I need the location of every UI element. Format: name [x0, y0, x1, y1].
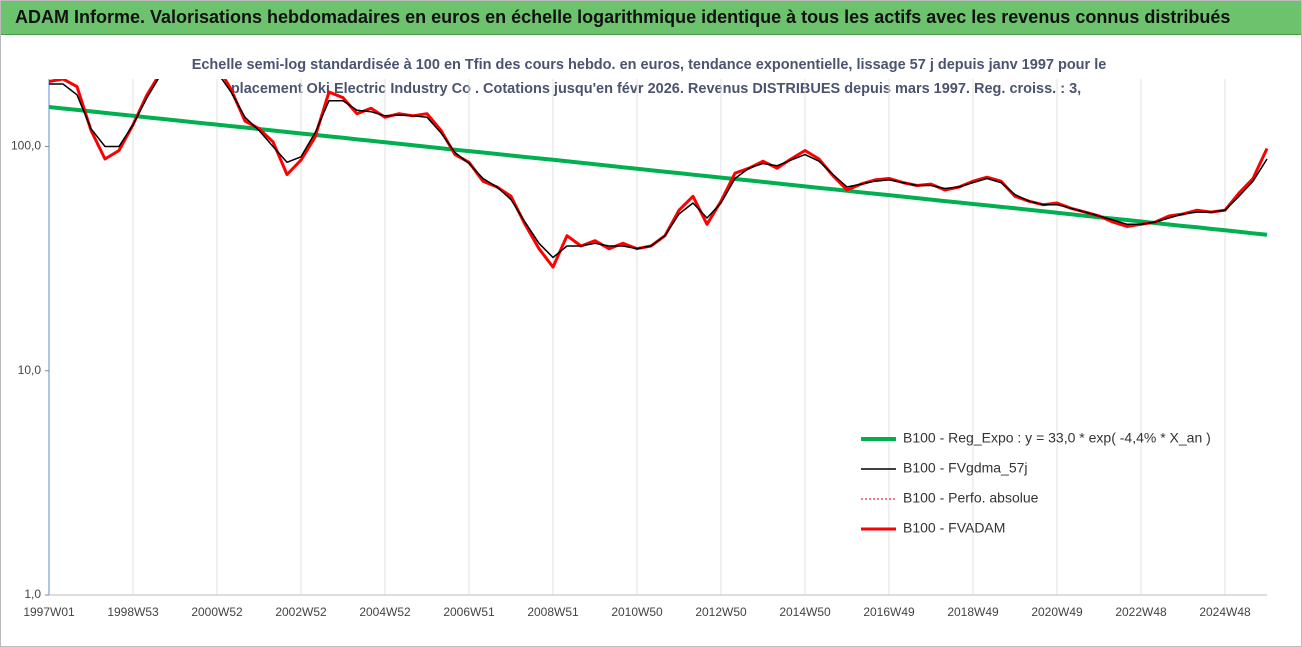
x-tick-label: 2022W48 — [1115, 605, 1167, 619]
x-tick-label: 2008W51 — [527, 605, 579, 619]
chart-subtitle: Echelle semi-log standardisée à 100 en T… — [192, 57, 1107, 73]
x-tick-label: 1997W01 — [23, 605, 75, 619]
x-tick-label: 2004W52 — [359, 605, 411, 619]
legend-label: B100 - FVADAM — [903, 520, 1005, 536]
x-tick-label: 2018W49 — [947, 605, 999, 619]
y-tick-label: 100,0 — [11, 139, 41, 153]
x-tick-label: 2024W48 — [1199, 605, 1251, 619]
banner: ADAM Informe. Valorisations hebdomadaire… — [1, 1, 1301, 35]
x-tick-label: 2016W49 — [863, 605, 915, 619]
x-tick-label: 2020W49 — [1031, 605, 1083, 619]
x-tick-label: 2000W52 — [191, 605, 243, 619]
series-line — [49, 79, 1268, 259]
legend-label: B100 - FVgdma_57j — [903, 460, 1028, 476]
y-tick-label: 10,0 — [18, 363, 42, 377]
plot-area — [49, 79, 1269, 269]
x-tick-label: 2006W51 — [443, 605, 495, 619]
series-line — [49, 105, 1268, 237]
legend-label: B100 - Reg_Expo : y = 33,0 * exp( -4,4% … — [903, 430, 1211, 446]
x-tick-label: 2014W50 — [779, 605, 831, 619]
chart-subtitle: placement Oki Electric Industry Co . Cot… — [231, 81, 1081, 97]
legend-label: B100 - Perfo. absolue — [903, 490, 1039, 506]
x-tick-label: 2002W52 — [275, 605, 327, 619]
x-tick-label: 1998W53 — [107, 605, 159, 619]
x-tick-label: 2012W50 — [695, 605, 747, 619]
y-tick-label: 1,0 — [24, 587, 41, 601]
chart-title: ADAM Informe. Valorisations hebdomadaire… — [15, 7, 1231, 27]
x-tick-label: 2010W50 — [611, 605, 663, 619]
